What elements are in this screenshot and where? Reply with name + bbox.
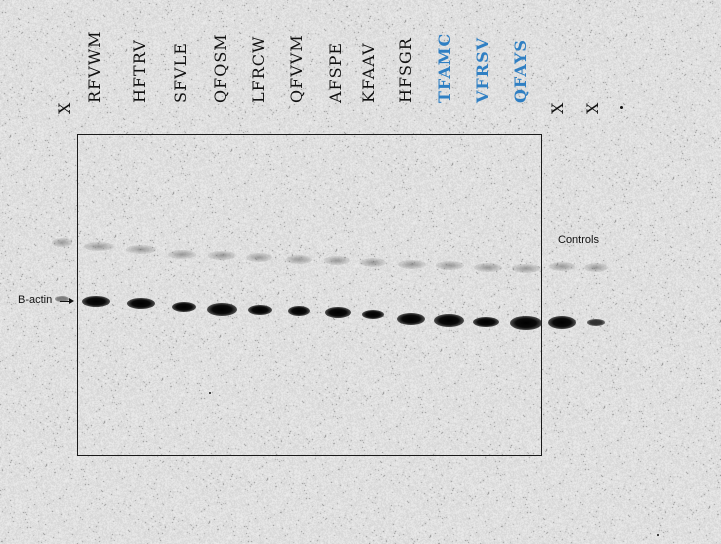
film-speck [209,392,211,394]
b-actin-band [434,314,464,327]
faint-band [168,250,196,259]
lane-label-control-right-1: X [548,101,567,114]
lane-label-3: SFVLE [171,42,190,103]
b-actin-band [362,310,384,319]
film-speck [620,106,623,109]
faint-band [360,258,386,267]
lane-label-11: VFRSV [473,36,492,103]
lane-label-control-left: X [55,101,74,114]
lane-label-4: QFQSM [211,33,230,103]
lane-label-5: LFRCW [249,35,268,103]
lane-label-12: QFAYS [511,39,530,103]
lane-label-8: KFAAV [359,42,378,103]
sample-lanes-frame [77,134,542,456]
lane-label-10: TFAMC [435,32,454,103]
faint-band [126,245,156,254]
faint-band [398,260,426,269]
faint-band [436,261,464,270]
faint-band [584,263,608,272]
lane-label-7: AFSPE [326,41,345,103]
faint-band [246,253,272,262]
b-actin-band [207,303,237,316]
arrow-right-icon [60,298,74,304]
b-actin-band [248,305,272,315]
faint-band [324,256,350,265]
b-actin-band [548,316,576,329]
lane-label-1: RFVWM [85,30,104,103]
lane-label-2: HFTRV [130,39,149,103]
faint-band [474,263,502,272]
b-actin-band [587,319,605,326]
b-actin-band [55,296,69,302]
lane-label-9: HFSGR [396,37,415,103]
faint-band [549,262,575,271]
controls-label: Controls [558,234,599,246]
faint-band [84,242,114,251]
faint-band [52,238,72,247]
faint-band [286,255,312,264]
b-actin-band [510,316,542,330]
faint-band [208,251,236,260]
b-actin-band [82,296,110,307]
b-actin-band [172,302,196,312]
b-actin-band [473,317,499,327]
lane-label-6: QFVVM [287,34,306,103]
film-speck [657,534,659,536]
b-actin-band [127,298,155,309]
lane-label-control-right-2: X [583,101,602,114]
faint-band [512,264,540,273]
b-actin-band [325,307,351,318]
b-actin-label: B-actin [18,294,53,306]
b-actin-band [397,313,425,325]
b-actin-band [288,306,310,316]
